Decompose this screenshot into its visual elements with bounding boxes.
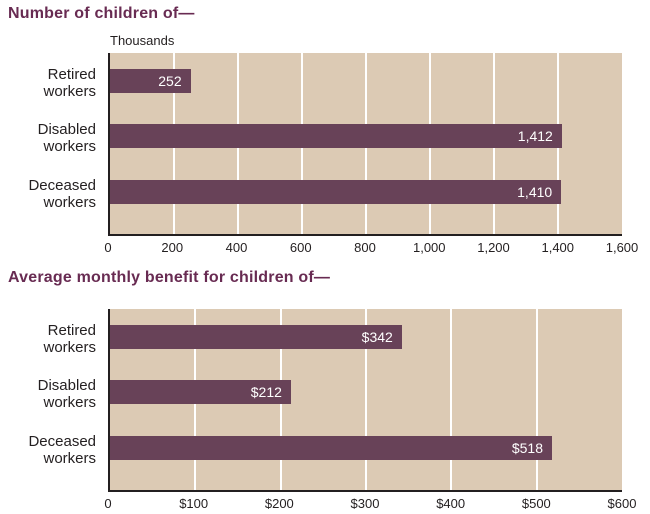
bar-deceased-workers: 1,410 [110,180,562,204]
category-label-disabled-workers: Disabled workers [37,377,96,411]
tick-label: 1,600 [605,240,639,255]
tick-label: 400 [225,240,248,255]
tick-label: 1,400 [541,240,575,255]
x-axis-tick-row: 0 $100 $200 $300 $400 $500 $600 [104,496,636,512]
bar-value-label: 1,410 [517,184,553,200]
bar-value-label: $518 [511,440,544,456]
chart-title-number-of-children: Number of children of— [8,5,195,22]
tick-label: $600 [607,496,637,511]
tick-label: $400 [436,496,466,511]
bar-value-label: 252 [158,73,182,89]
gridline [535,309,538,490]
gridline [365,309,367,490]
gridline [450,309,453,490]
bar-deceased-workers: $518 [110,436,553,460]
tick-label: 0 [104,240,112,255]
tick-label: $500 [521,496,551,511]
bar-retired-workers: 252 [110,69,191,93]
bar-value-label: $342 [361,329,393,345]
bar-value-label: $212 [250,384,282,400]
axis-unit-label-thousands: Thousands [110,33,175,48]
chart-title-average-monthly-benefit: Average monthly benefit for children of— [8,269,331,286]
bar-disabled-workers: $212 [110,380,291,404]
x-axis-tick-row: 0 200 400 600 800 1,000 1,200 1,400 1,600 [104,240,638,256]
tick-label: 0 [104,496,112,511]
tick-label: 1,200 [477,240,510,255]
tick-label: 800 [354,240,376,255]
tick-label: 1,000 [412,240,446,255]
category-label-disabled-workers: Disabled workers [37,121,96,155]
category-label-retired-workers: Retired workers [43,66,96,100]
bar-value-label: 1,412 [517,128,553,144]
plot-area: $342 $212 $518 [108,309,622,492]
plot-area: 252 1,412 1,410 [108,53,622,236]
bar-retired-workers: $342 [110,325,402,349]
category-label-deceased-workers: Deceased workers [28,433,96,467]
tick-label: 600 [289,240,312,255]
category-label-deceased-workers: Deceased workers [28,177,96,211]
tick-label: $200 [264,496,294,511]
tick-label: $100 [179,496,209,511]
bar-chart-average-monthly-benefit: $342 $212 $518 Retired workers Disabled work… [28,309,636,511]
bar-chart-number-of-children: 252 1,412 1,410 Retired workers Disabled wor… [28,53,638,255]
category-label-retired-workers: Retired workers [43,322,96,356]
bar-disabled-workers: 1,412 [110,124,562,148]
tick-label: $300 [350,496,380,511]
tick-label: 200 [161,240,184,255]
